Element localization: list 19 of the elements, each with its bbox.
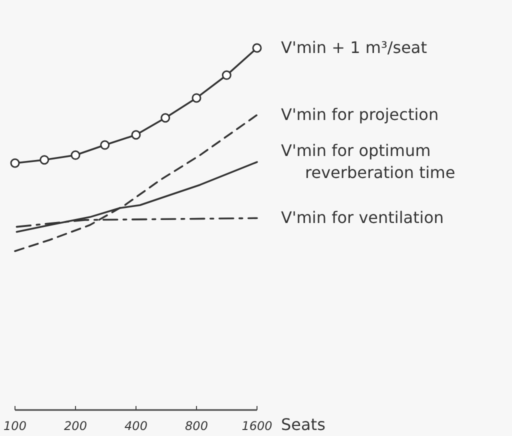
point: [192, 93, 202, 103]
point: [222, 70, 232, 80]
point: [131, 130, 141, 140]
x-tick-label: 400: [124, 419, 148, 433]
x-tick-label: 1600: [242, 419, 273, 433]
series-label: V'min + 1 m³/seat: [281, 38, 428, 57]
x-tick-label: 100: [4, 419, 27, 433]
series-label: V'min for projection: [281, 104, 439, 124]
point: [100, 140, 110, 150]
series-label: V'min for optimum reverberation time: [281, 141, 456, 182]
x-tick-label: 200: [64, 419, 88, 433]
x-axis-title: Seats: [281, 415, 326, 434]
point: [40, 155, 50, 165]
series-label: V'min for ventilation: [281, 208, 444, 228]
x-tick-label: 800: [185, 419, 208, 433]
point: [70, 150, 80, 160]
point: [252, 43, 262, 53]
point: [10, 158, 20, 168]
point: [160, 113, 170, 123]
